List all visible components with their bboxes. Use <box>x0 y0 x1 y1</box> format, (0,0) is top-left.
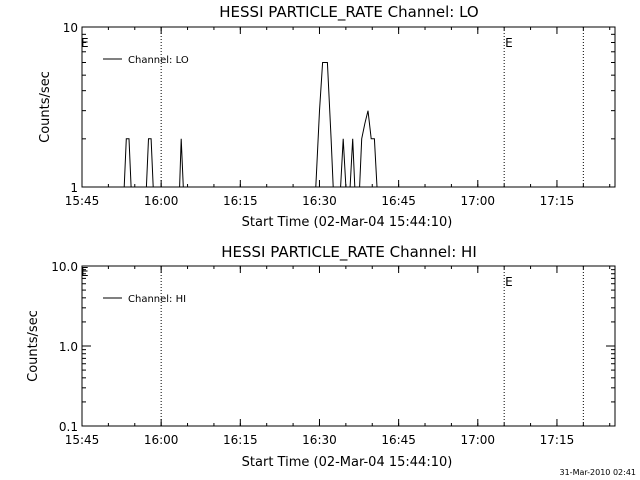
chart-title-hi: HESSI PARTICLE_RATE Channel: HI <box>221 243 477 262</box>
y-axis-label-lo: Counts/sec <box>38 71 53 143</box>
panel-hi: HESSI PARTICLE_RATE Channel: HI Counts/s… <box>26 243 616 470</box>
plot-frame-hi <box>81 265 616 427</box>
plot-frame-lo <box>81 26 616 188</box>
x-tick-label: 15:45 <box>65 433 100 447</box>
x-tick-label: 16:15 <box>223 433 258 447</box>
x-tick-label: 17:15 <box>540 433 575 447</box>
footer-timestamp: 31-Mar-2010 02:41 <box>560 468 637 477</box>
event-marker-label: E <box>505 36 513 50</box>
x-tick-label: 16:45 <box>381 433 416 447</box>
x-tick-label: 16:15 <box>223 194 258 208</box>
y-axis-label-hi: Counts/sec <box>26 310 41 382</box>
x-tick-label: 16:00 <box>144 433 179 447</box>
legend-label-lo: Channel: LO <box>128 55 189 66</box>
y-tick-label: 1 <box>70 181 78 195</box>
event-marker-label: E <box>505 275 513 289</box>
x-tick-label: 16:30 <box>302 194 337 208</box>
x-axis-label-lo: Start Time (02-Mar-04 15:44:10) <box>242 215 453 230</box>
legend-label-hi: Channel: HI <box>128 294 186 305</box>
marker-label-left-hi: E <box>81 265 89 279</box>
x-tick-label: 17:00 <box>460 194 495 208</box>
y-tick-label: 10.0 <box>51 260 78 274</box>
x-tick-label: 17:00 <box>460 433 495 447</box>
series-line <box>123 62 378 188</box>
chart-title-lo: HESSI PARTICLE_RATE Channel: LO <box>219 3 478 22</box>
panel-lo: HESSI PARTICLE_RATE Channel: LO Counts/s… <box>38 3 616 230</box>
x-axis-label-hi: Start Time (02-Mar-04 15:44:10) <box>242 455 453 470</box>
y-tick-label: 0.1 <box>59 420 78 434</box>
x-tick-label: 15:45 <box>65 194 100 208</box>
x-tick-label: 16:45 <box>381 194 416 208</box>
x-tick-label: 16:00 <box>144 194 179 208</box>
y-tick-label: 1.0 <box>59 340 78 354</box>
x-tick-label: 16:30 <box>302 433 337 447</box>
y-tick-label: 10 <box>63 21 78 35</box>
x-tick-label: 17:15 <box>540 194 575 208</box>
